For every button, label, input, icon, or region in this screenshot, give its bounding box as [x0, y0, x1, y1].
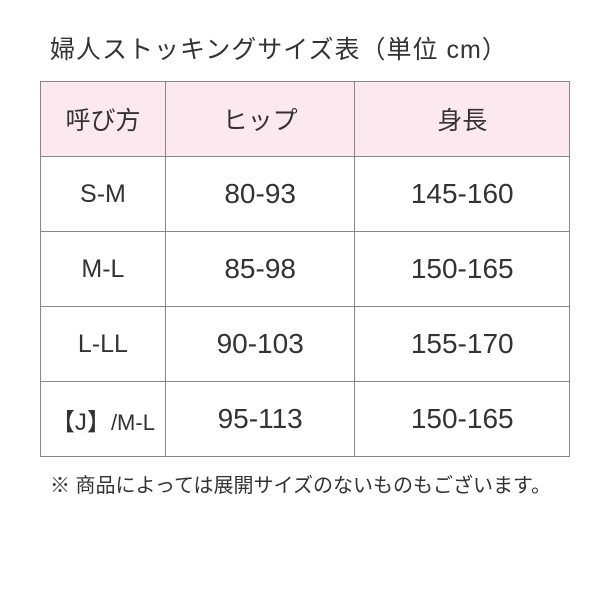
row-hip: 80-93 — [165, 157, 355, 232]
j-prefix: 【J】 — [51, 409, 111, 436]
table-row: 【J】/M-L 95-113 150-165 — [41, 382, 570, 457]
row-hip: 95-113 — [165, 382, 355, 457]
header-height: 身長 — [355, 82, 570, 157]
size-table: 呼び方 ヒップ 身長 S-M 80-93 145-160 M-L 85-98 1… — [40, 81, 570, 457]
row-label: S-M — [41, 157, 166, 232]
table-header-row: 呼び方 ヒップ 身長 — [41, 82, 570, 157]
row-label: 【J】/M-L — [41, 382, 166, 457]
header-hip: ヒップ — [165, 82, 355, 157]
row-height: 150-165 — [355, 232, 570, 307]
row-label: M-L — [41, 232, 166, 307]
row-height: 145-160 — [355, 157, 570, 232]
header-label: 呼び方 — [41, 82, 166, 157]
row-height: 150-165 — [355, 382, 570, 457]
row-hip: 90-103 — [165, 307, 355, 382]
row-height: 155-170 — [355, 307, 570, 382]
table-row: L-LL 90-103 155-170 — [41, 307, 570, 382]
chart-title: 婦人ストッキングサイズ表（単位 cm） — [50, 30, 570, 66]
j-suffix: /M-L — [111, 410, 155, 435]
table-row: M-L 85-98 150-165 — [41, 232, 570, 307]
table-row: S-M 80-93 145-160 — [41, 157, 570, 232]
row-hip: 85-98 — [165, 232, 355, 307]
row-label: L-LL — [41, 307, 166, 382]
note-text: ※ 商品によっては展開サイズのないものもございます。 — [50, 469, 570, 498]
